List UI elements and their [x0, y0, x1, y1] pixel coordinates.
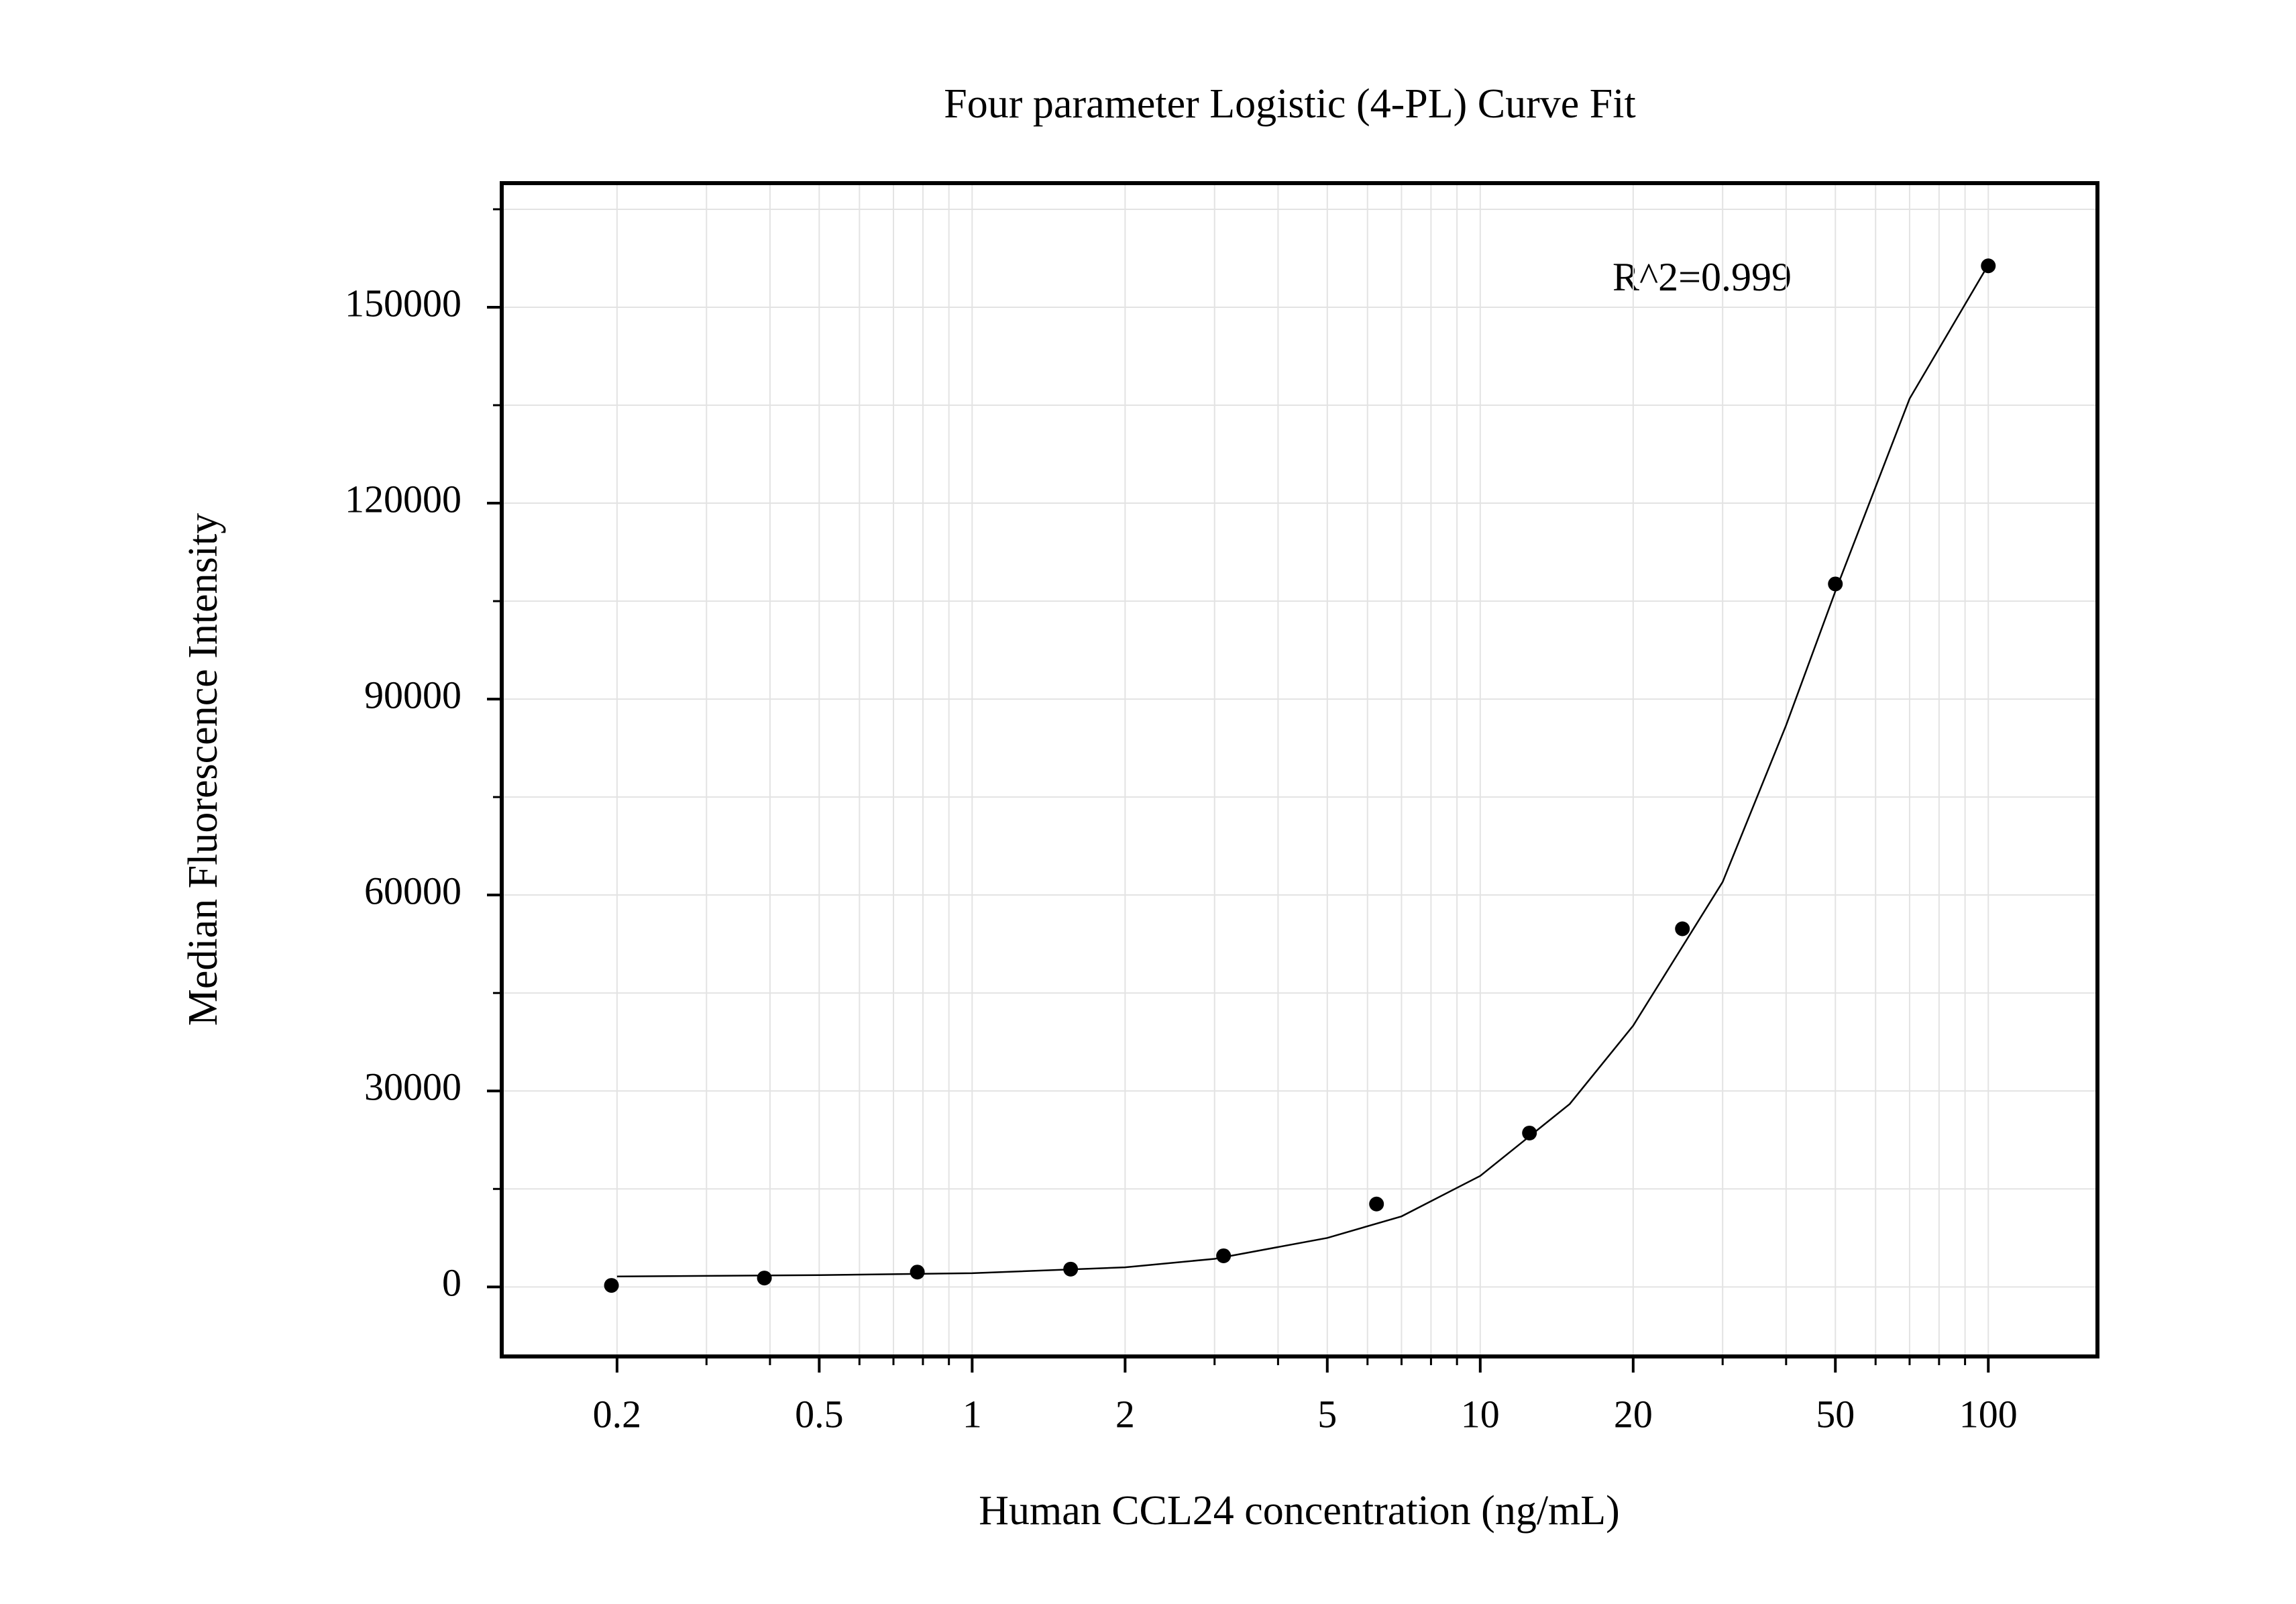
data-point	[910, 1265, 925, 1280]
x-tick-label: 100	[1959, 1392, 2018, 1436]
y-tick-label: 150000	[345, 281, 461, 325]
x-tick-label: 5	[1317, 1392, 1337, 1436]
x-tick-label: 0.2	[593, 1392, 642, 1436]
x-tick-label: 2	[1115, 1392, 1135, 1436]
x-axis-label: Human CCL24 concentration (ng/mL)	[979, 1488, 1620, 1534]
x-tick-label: 0.5	[795, 1392, 844, 1436]
x-tick-label: 10	[1461, 1392, 1500, 1436]
data-point	[1675, 921, 1690, 937]
y-tick-label: 30000	[364, 1065, 461, 1109]
plot-frame	[500, 181, 2099, 1358]
fit-curve	[616, 264, 1989, 1277]
data-point	[1522, 1125, 1537, 1140]
chart-title: Four parameter Logistic (4-PL) Curve Fit	[944, 81, 1635, 127]
data-point	[1216, 1248, 1232, 1263]
annotation: R^2=0.999	[1612, 255, 1792, 299]
data-point	[757, 1271, 772, 1286]
y-tick-label: 60000	[364, 869, 461, 912]
y-tick-label: 90000	[364, 673, 461, 716]
data-point	[1981, 258, 1996, 274]
y-tick-label: 120000	[345, 477, 461, 521]
data-point	[1369, 1196, 1384, 1212]
x-tick-label: 1	[963, 1392, 982, 1436]
y-tick-label: 0	[442, 1261, 461, 1305]
x-tick-label: 20	[1614, 1392, 1653, 1436]
data-point	[1063, 1261, 1079, 1277]
data-point	[1828, 576, 1843, 592]
data-point	[604, 1278, 619, 1293]
x-tick-label: 50	[1816, 1392, 1855, 1436]
y-axis-label: Median Fluorescence Intensity	[180, 513, 226, 1026]
